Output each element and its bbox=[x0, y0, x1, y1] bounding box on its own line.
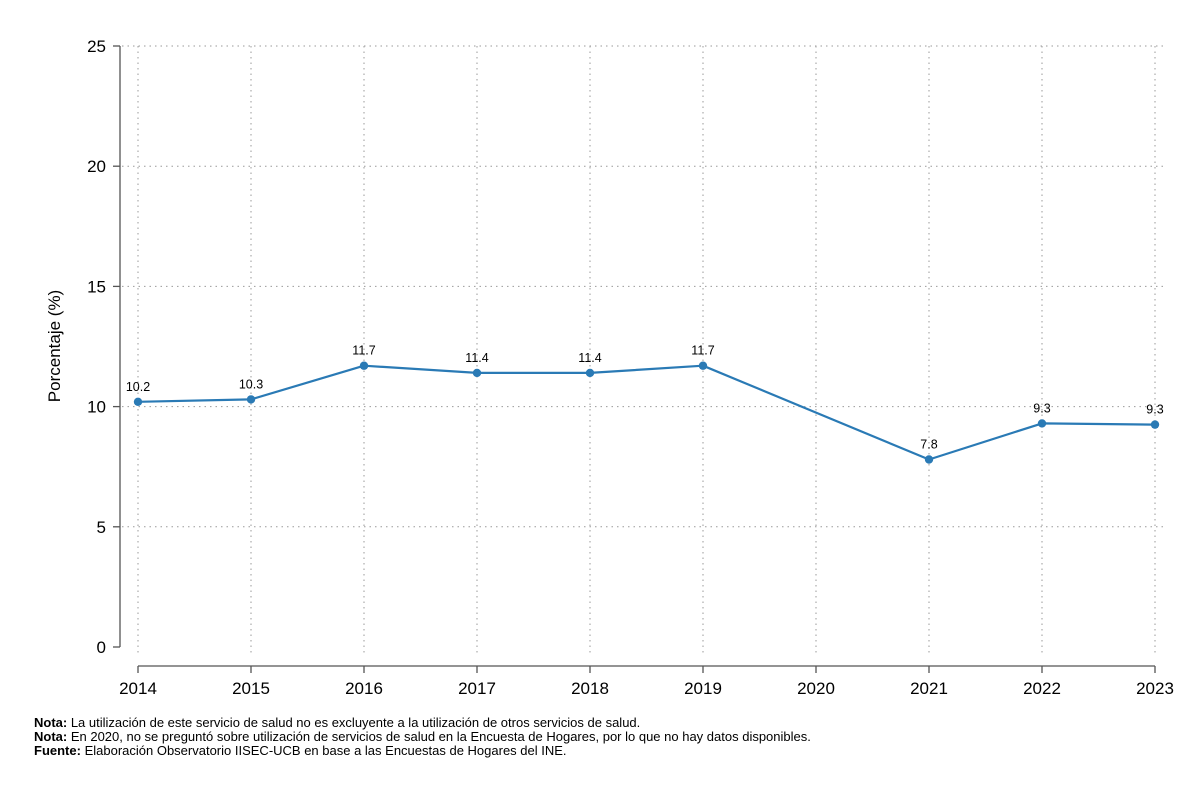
axes: 0 5 10 15 20 25 2014 2015 2016 2017 2018 2019 2020 20… bbox=[87, 37, 1174, 698]
y-tick-label: 15 bbox=[87, 277, 106, 296]
data-label: 9.3 bbox=[1146, 403, 1163, 417]
data-point bbox=[1150, 420, 1160, 429]
x-tick-label: 2016 bbox=[345, 679, 383, 698]
y-tick-label: 20 bbox=[87, 157, 106, 176]
data-label: 11.4 bbox=[465, 351, 488, 365]
data-label: 11.7 bbox=[352, 344, 375, 358]
data-point bbox=[133, 397, 143, 406]
note-2-label: Nota: bbox=[34, 729, 68, 744]
x-tick-label: 2019 bbox=[684, 679, 722, 698]
note-1-label: Nota: bbox=[34, 715, 68, 730]
data-point bbox=[472, 368, 482, 378]
data-label: 10.2 bbox=[126, 380, 150, 394]
data-label: 11.4 bbox=[578, 351, 601, 365]
source-note: Fuente: Elaboración Observatorio IISEC-U… bbox=[34, 744, 811, 758]
data-point bbox=[1037, 419, 1047, 428]
data-point bbox=[924, 455, 934, 464]
y-tick-label: 0 bbox=[97, 638, 106, 657]
note-1-text: La utilización de este servicio de salud… bbox=[67, 715, 641, 730]
data-label: 9.3 bbox=[1033, 401, 1050, 415]
data-point bbox=[585, 368, 595, 378]
x-tick-label: 2020 bbox=[797, 679, 835, 698]
data-label: 10.3 bbox=[239, 377, 263, 391]
x-tick-label: 2022 bbox=[1023, 679, 1061, 698]
x-tick-label: 2018 bbox=[571, 679, 609, 698]
y-tick-label: 5 bbox=[97, 518, 106, 537]
x-tick-label: 2015 bbox=[232, 679, 270, 698]
x-tick-label: 2017 bbox=[458, 679, 496, 698]
x-tick-label: 2023 bbox=[1136, 679, 1174, 698]
chart-notes: Nota: La utilización de este servicio de… bbox=[34, 716, 811, 758]
x-tick-label: 2021 bbox=[910, 679, 948, 698]
y-tick-label: 10 bbox=[87, 398, 106, 417]
source-text: Elaboración Observatorio IISEC-UCB en ba… bbox=[80, 743, 567, 758]
data-label: 7.8 bbox=[920, 437, 937, 451]
note-1: Nota: La utilización de este servicio de… bbox=[34, 716, 811, 730]
note-2-text: En 2020, no se preguntó sobre utilizació… bbox=[67, 729, 811, 744]
x-tick-label: 2014 bbox=[119, 679, 157, 698]
series-line bbox=[137, 364, 1156, 461]
data-point bbox=[359, 361, 369, 370]
y-tick-label: 25 bbox=[87, 37, 106, 56]
source-label: Fuente: bbox=[34, 743, 81, 758]
grid-lines bbox=[122, 45, 1163, 653]
data-series: 10.2 10.3 11.7 11.4 11.4 11.7 7.8 9.3 9.3 bbox=[126, 344, 1164, 464]
line-chart: 0 5 10 15 20 25 2014 2015 2016 2017 2018 2019 2020 20… bbox=[45, 37, 1174, 698]
data-label: 11.7 bbox=[691, 344, 714, 358]
data-point bbox=[246, 395, 256, 404]
note-2: Nota: En 2020, no se preguntó sobre util… bbox=[34, 730, 811, 744]
data-point bbox=[698, 361, 708, 370]
y-axis-label: Porcentaje (%) bbox=[45, 290, 64, 402]
